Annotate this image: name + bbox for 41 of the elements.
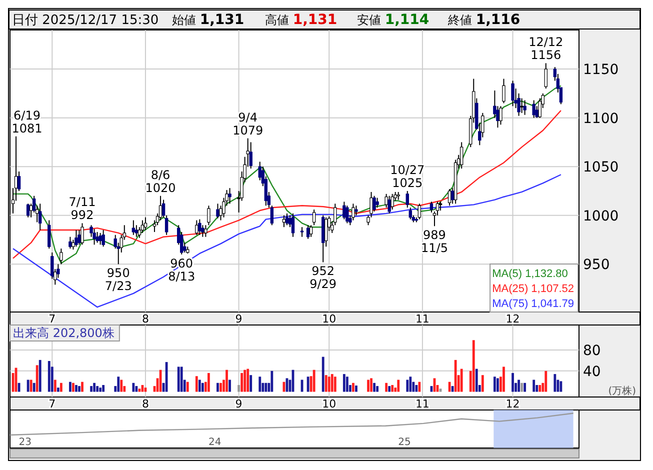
y-tick-label: 1100 xyxy=(583,110,619,127)
x-tick-label: 23 xyxy=(18,437,32,448)
annotation: 出来高 202,800株 xyxy=(13,326,114,340)
text: 安値 1,114 xyxy=(357,12,430,28)
text: MA(75) 1,041.79 xyxy=(492,298,574,310)
x-tick-label: 7 xyxy=(48,398,56,410)
annotation: 989 11/5 xyxy=(421,228,448,256)
annotation: 6/19 1081 xyxy=(12,108,42,136)
annotation: 12/12 1156 xyxy=(528,35,564,62)
y-tick-label: 1000 xyxy=(583,208,619,224)
x-tick-label: 8 xyxy=(142,312,149,326)
y-tick-label: 40 xyxy=(583,364,601,380)
annotation: 7/11 992 xyxy=(68,195,96,222)
x-tick-label: 11 xyxy=(415,398,430,410)
annotation: 10/27 1025 xyxy=(390,163,425,190)
annotation: 952 9/29 xyxy=(310,264,337,292)
x-tick-label: 11 xyxy=(415,312,430,326)
text: MA(25) 1,107.52 xyxy=(492,283,574,295)
text: 始値 1,131 xyxy=(172,12,244,28)
x-tick-label: 12 xyxy=(506,312,520,326)
x-tick-label: 10 xyxy=(322,312,336,326)
text: 高値 1,131 xyxy=(265,12,338,28)
y-axis-title: (万株) xyxy=(608,385,636,397)
x-tick-label: 12 xyxy=(506,398,520,410)
annotation: 8/6 1020 xyxy=(145,168,176,195)
y-tick-label: 950 xyxy=(583,257,610,274)
y-tick-label: 1150 xyxy=(583,62,619,78)
x-tick-label: 9 xyxy=(235,398,242,410)
x-tick-label: 8 xyxy=(142,398,149,410)
text: MA(5) 1,132.80 xyxy=(492,268,568,280)
text: 終値 1,116 xyxy=(447,12,520,28)
x-tick-label: 9 xyxy=(235,312,242,326)
y-tick-label: 1050 xyxy=(583,160,619,176)
x-tick-label: 24 xyxy=(208,437,222,448)
chart-title: 日付 2025/12/17 15:30 xyxy=(12,13,159,28)
annotation: 950 7/23 xyxy=(104,266,132,294)
annotation: 9/4 1079 xyxy=(232,110,264,138)
x-tick-label: 25 xyxy=(398,437,411,448)
x-tick-label: 10 xyxy=(322,398,336,410)
y-tick-label: 80 xyxy=(583,343,601,360)
x-tick-label: 7 xyxy=(48,312,56,326)
